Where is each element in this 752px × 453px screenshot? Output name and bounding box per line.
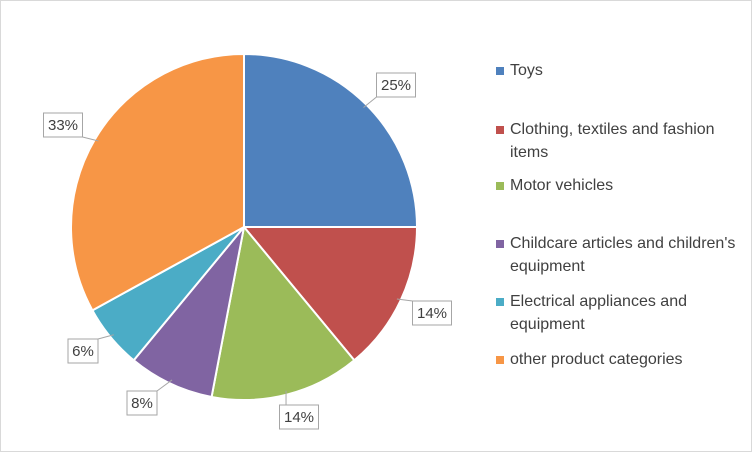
data-label-box-clothing bbox=[412, 300, 452, 326]
data-label-box-toys bbox=[376, 72, 416, 98]
data-label-leader-toys bbox=[363, 96, 377, 108]
data-label-leader-electrical bbox=[97, 334, 114, 340]
legend-item-childcare: Childcare articles and children's equipm… bbox=[496, 232, 740, 278]
legend-label-clothing: Clothing, textiles and fashion items bbox=[510, 121, 715, 161]
data-label-leader-childcare bbox=[156, 379, 173, 392]
data-label-clothing: 14% bbox=[396, 298, 452, 326]
data-label-text-other: 33% bbox=[48, 117, 78, 134]
legend-swatch-motor-vehicles bbox=[496, 182, 504, 190]
data-label-motor-vehicles: 14% bbox=[279, 390, 319, 430]
data-label-text-clothing: 14% bbox=[417, 305, 447, 322]
legend-swatch-childcare bbox=[496, 240, 504, 248]
legend-item-clothing: Clothing, textiles and fashion items bbox=[496, 118, 740, 164]
legend-swatch-other bbox=[496, 356, 504, 364]
data-label-box-other bbox=[43, 112, 83, 138]
data-label-box-motor-vehicles bbox=[279, 404, 319, 430]
data-label-box-childcare bbox=[126, 390, 158, 416]
data-label-text-childcare: 8% bbox=[131, 395, 153, 412]
legend-swatch-clothing bbox=[496, 126, 504, 134]
data-label-electrical: 6% bbox=[67, 334, 114, 364]
legend-label-electrical: Electrical appliances and equipment bbox=[510, 293, 687, 333]
legend-swatch-toys bbox=[496, 67, 504, 75]
data-label-box-electrical bbox=[67, 338, 99, 364]
data-label-leader-other bbox=[82, 136, 99, 142]
data-label-text-electrical: 6% bbox=[72, 343, 94, 360]
legend-swatch-electrical bbox=[496, 298, 504, 306]
data-label-leader-clothing bbox=[396, 298, 413, 302]
data-label-toys: 25% bbox=[363, 72, 416, 108]
data-label-text-toys: 25% bbox=[381, 77, 411, 94]
legend-label-toys: Toys bbox=[510, 62, 543, 79]
legend-label-motor-vehicles: Motor vehicles bbox=[510, 177, 614, 194]
pie-slice-motor-vehicles bbox=[210, 224, 356, 401]
data-label-text-motor-vehicles: 14% bbox=[284, 409, 314, 426]
legend-item-motor-vehicles: Motor vehicles bbox=[496, 174, 740, 197]
legend-item-other: other product categories bbox=[496, 348, 740, 371]
data-label-childcare: 8% bbox=[126, 379, 173, 416]
pie-slice-other bbox=[70, 52, 245, 312]
legend-item-toys: Toys bbox=[496, 59, 740, 82]
data-label-other: 33% bbox=[43, 112, 99, 142]
legend-label-childcare: Childcare articles and children's equipm… bbox=[510, 235, 736, 275]
legend-label-other: other product categories bbox=[510, 351, 683, 368]
legend-item-electrical: Electrical appliances and equipment bbox=[496, 290, 740, 336]
pie-slice-clothing bbox=[241, 226, 419, 362]
